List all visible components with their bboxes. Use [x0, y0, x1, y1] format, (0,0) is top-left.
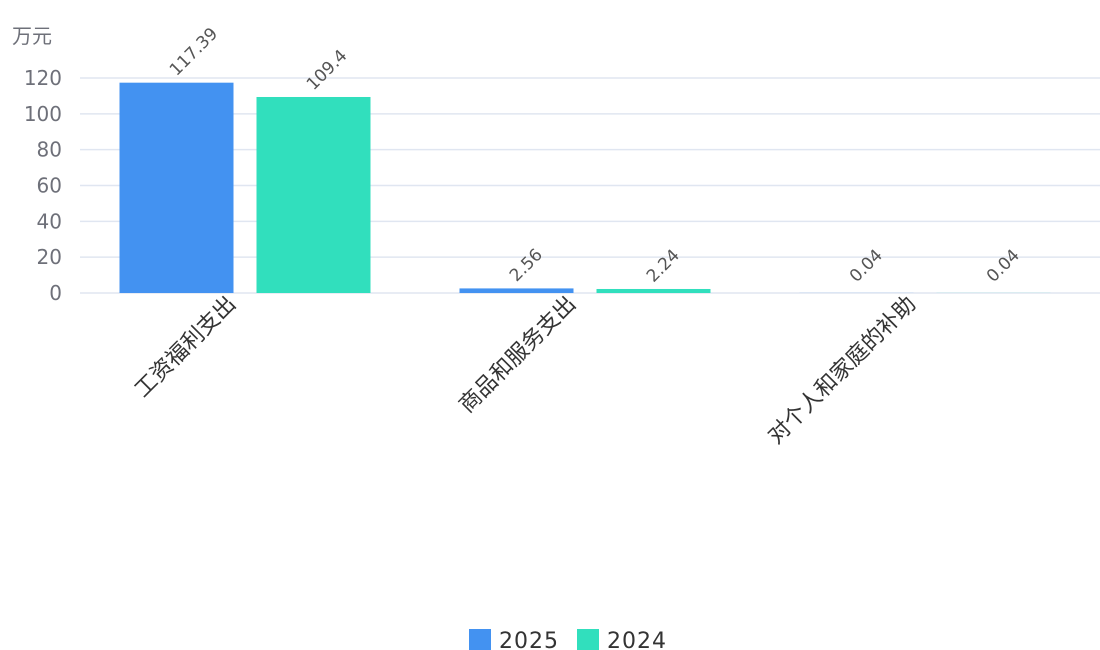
data-label: 0.04	[983, 246, 1024, 287]
legend-label[interactable]: 2025	[499, 629, 559, 650]
data-label: 2.56	[506, 245, 547, 286]
y-tick-label: 40	[37, 209, 62, 233]
bar-2024-1[interactable]	[596, 288, 711, 293]
legend-swatch-2024[interactable]	[577, 629, 599, 650]
y-axis-tick-labels: 0 20 40 60 80 100 120	[24, 66, 62, 305]
x-category-label: 对个人和家庭的补助	[764, 292, 922, 450]
x-axis-category-labels: 工资福利支出 商品和服务支出 对个人和家庭的补助	[130, 292, 921, 450]
y-tick-label: 120	[24, 66, 62, 90]
bar-2024-0[interactable]	[256, 96, 371, 293]
y-tick-label: 0	[49, 281, 62, 305]
data-label: 2.24	[643, 246, 684, 287]
x-category-label: 商品和服务支出	[455, 292, 582, 419]
bar-2025-1[interactable]	[459, 288, 574, 293]
grid-lines	[80, 77, 1100, 294]
data-label: 0.04	[846, 246, 887, 287]
data-label: 109.4	[303, 46, 352, 95]
y-axis-unit: 万元	[12, 24, 52, 48]
legend-label[interactable]: 2024	[607, 629, 667, 650]
legend-swatch-2025[interactable]	[469, 629, 491, 650]
y-tick-label: 20	[37, 245, 62, 269]
bar-2025-0[interactable]	[119, 82, 234, 294]
data-label: 117.39	[166, 24, 222, 80]
x-category-label: 工资福利支出	[130, 292, 241, 403]
legend[interactable]: 2025 2024	[469, 629, 667, 650]
y-tick-label: 60	[37, 174, 62, 198]
y-tick-label: 80	[37, 138, 62, 162]
bars	[119, 82, 1051, 294]
y-tick-label: 100	[24, 102, 62, 126]
